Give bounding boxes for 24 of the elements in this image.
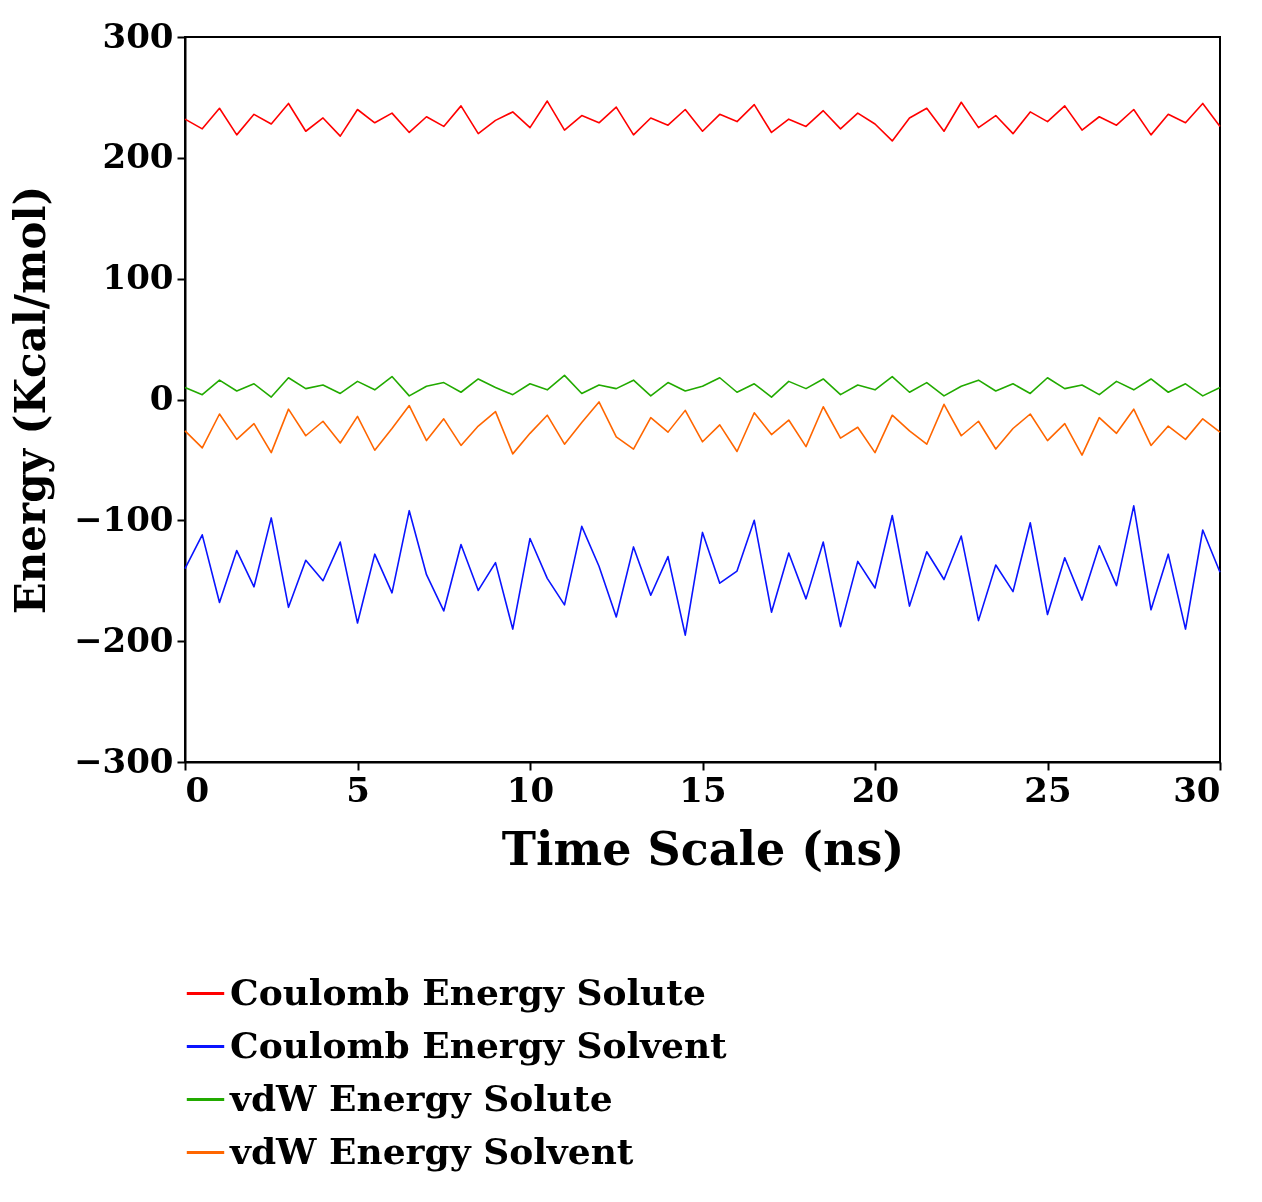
y-tick-label: 100 [102, 257, 174, 298]
x-tick-label: 20 [851, 769, 900, 810]
line-series [184, 374, 1221, 398]
x-tick-label: 0 [185, 769, 210, 810]
y-tick-label: 300 [102, 15, 174, 56]
x-tick-label: 15 [679, 769, 727, 810]
y-tick-label: −200 [74, 619, 174, 660]
x-tick-label: 10 [506, 769, 555, 810]
x-tick-label: 30 [1173, 769, 1221, 810]
line-series [184, 100, 1221, 142]
line-series [184, 505, 1221, 636]
legend-label: Coulomb Energy Solute [230, 970, 706, 1013]
y-axis-title: Energy (Kcal/mol) [6, 185, 56, 615]
x-tick-label: 25 [1024, 769, 1072, 810]
legend-label: vdW Energy Solute [229, 1076, 613, 1119]
legend-label: vdW Energy Solvent [229, 1129, 634, 1172]
legend-label: Coulomb Energy Solvent [230, 1023, 728, 1066]
y-tick-label: 200 [102, 136, 174, 177]
y-tick-label: −100 [74, 498, 174, 539]
y-tick-label: 0 [149, 378, 174, 418]
y-tick-label: −300 [74, 740, 174, 781]
x-axis-title: Time Scale (ns) [501, 821, 905, 876]
x-tick-label: 5 [346, 769, 370, 810]
line-series [184, 401, 1221, 456]
